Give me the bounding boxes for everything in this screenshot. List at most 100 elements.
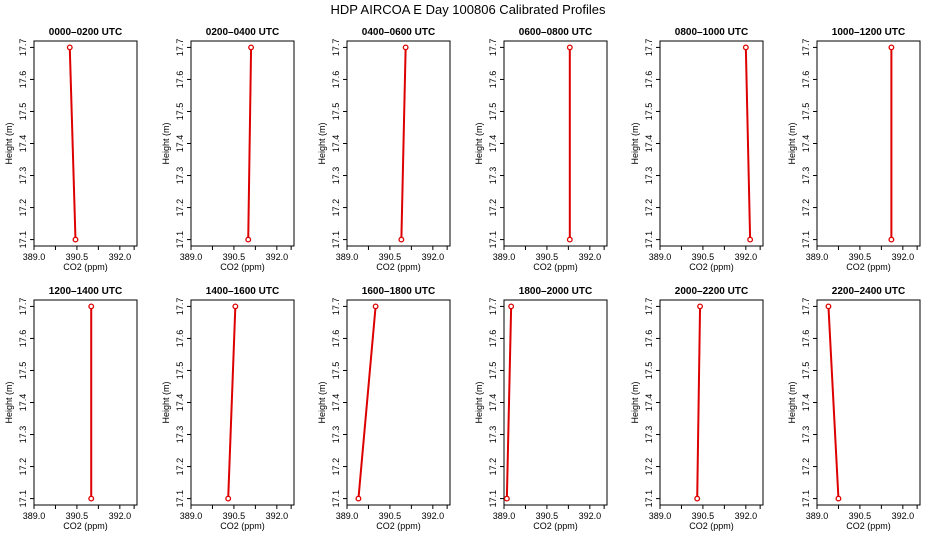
plot-frame (346, 40, 451, 247)
data-point (398, 236, 405, 243)
x-tick-label: 389.0 (336, 511, 359, 521)
data-point (372, 303, 379, 310)
series-line (357, 306, 377, 499)
y-tick-label: 17.6 (644, 330, 654, 348)
x-tick-label: 389.0 (180, 511, 203, 521)
y-tick-label: 17.1 (644, 490, 654, 508)
x-tick-label: 390.5 (692, 511, 715, 521)
y-tick-label: 17.1 (18, 490, 28, 508)
series-line (68, 47, 77, 240)
plot-frame (190, 299, 295, 506)
x-tick-label: 389.0 (23, 252, 46, 262)
y-tick-label: 17.4 (488, 394, 498, 412)
y-tick-label: 17.2 (175, 199, 185, 217)
y-tick-label: 17.2 (801, 458, 811, 476)
x-axis-label: CO2 (ppm) (846, 521, 891, 531)
y-tick-label: 17.5 (488, 362, 498, 380)
series-line (227, 306, 237, 499)
y-tick-label: 17.1 (801, 231, 811, 249)
y-tick-label: 17.1 (175, 490, 185, 508)
x-tick-label: 390.5 (536, 252, 559, 262)
x-tick-label: 390.5 (536, 511, 559, 521)
x-axis-label: CO2 (ppm) (846, 262, 891, 272)
y-tick-label: 17.1 (488, 490, 498, 508)
data-point (248, 44, 255, 51)
data-point (566, 236, 573, 243)
panel-title: 0800–1000 UTC (675, 27, 748, 38)
x-tick-label: 390.5 (66, 511, 89, 521)
y-axis-label: Height (m) (161, 381, 171, 423)
panel-title: 0600–0800 UTC (519, 27, 592, 38)
data-point (566, 44, 573, 51)
y-tick-label: 17.3 (488, 167, 498, 185)
x-axis-label: CO2 (ppm) (689, 521, 734, 531)
x-axis-label: CO2 (ppm) (689, 262, 734, 272)
y-tick-label: 17.1 (488, 231, 498, 249)
panel-title: 0000–0200 UTC (49, 27, 122, 38)
panel-title: 1000–1200 UTC (832, 27, 905, 38)
data-point (355, 495, 362, 502)
y-tick-label: 17.6 (175, 330, 185, 348)
data-point (835, 495, 842, 502)
y-tick-label: 17.7 (801, 39, 811, 57)
series-line (505, 306, 513, 499)
y-axis-label: Height (m) (317, 381, 327, 423)
y-tick-label: 17.3 (331, 426, 341, 444)
x-tick-label: 389.0 (493, 511, 516, 521)
y-tick-label: 17.5 (644, 103, 654, 121)
y-tick-label: 17.2 (18, 458, 28, 476)
y-tick-label: 17.3 (331, 167, 341, 185)
data-point (225, 495, 232, 502)
y-tick-label: 17.6 (331, 71, 341, 89)
y-tick-label: 17.5 (488, 103, 498, 121)
x-tick-label: 392.0 (109, 252, 132, 262)
x-tick-label: 392.0 (579, 511, 602, 521)
plot-frame (190, 40, 295, 247)
y-tick-label: 17.3 (175, 426, 185, 444)
y-tick-label: 17.7 (488, 39, 498, 57)
panel-title: 1200–1400 UTC (49, 286, 122, 297)
y-tick-label: 17.7 (18, 298, 28, 316)
x-tick-label: 392.0 (892, 511, 915, 521)
y-tick-label: 17.4 (644, 394, 654, 412)
series-line (744, 47, 752, 240)
panel-title: 1600–1800 UTC (362, 286, 435, 297)
y-tick-label: 17.2 (488, 199, 498, 217)
y-tick-label: 17.1 (801, 490, 811, 508)
y-tick-label: 17.5 (175, 103, 185, 121)
x-axis-label: CO2 (ppm) (220, 521, 265, 531)
y-tick-label: 17.7 (644, 39, 654, 57)
y-tick-label: 17.4 (644, 135, 654, 153)
y-tick-label: 17.1 (18, 231, 28, 249)
y-tick-label: 17.4 (175, 135, 185, 153)
x-axis-label: CO2 (ppm) (376, 262, 421, 272)
x-tick-label: 389.0 (649, 511, 672, 521)
x-tick-label: 390.5 (223, 252, 246, 262)
y-tick-label: 17.5 (175, 362, 185, 380)
y-tick-label: 17.7 (175, 298, 185, 316)
x-axis-label: CO2 (ppm) (376, 521, 421, 531)
y-tick-label: 17.3 (18, 426, 28, 444)
y-tick-label: 17.5 (331, 103, 341, 121)
series-line (400, 47, 407, 240)
y-tick-label: 17.7 (331, 298, 341, 316)
plot-frame (659, 299, 764, 506)
y-tick-label: 17.4 (18, 135, 28, 153)
y-tick-label: 17.3 (644, 426, 654, 444)
y-tick-label: 17.3 (175, 167, 185, 185)
y-tick-label: 17.2 (644, 458, 654, 476)
x-tick-label: 389.0 (180, 252, 203, 262)
x-tick-label: 390.5 (379, 252, 402, 262)
data-point (66, 44, 73, 51)
x-tick-label: 389.0 (493, 252, 516, 262)
y-tick-label: 17.6 (488, 330, 498, 348)
y-tick-label: 17.1 (175, 231, 185, 249)
y-tick-label: 17.6 (644, 71, 654, 89)
panel-title: 1400–1600 UTC (206, 286, 279, 297)
y-tick-label: 17.4 (801, 135, 811, 153)
